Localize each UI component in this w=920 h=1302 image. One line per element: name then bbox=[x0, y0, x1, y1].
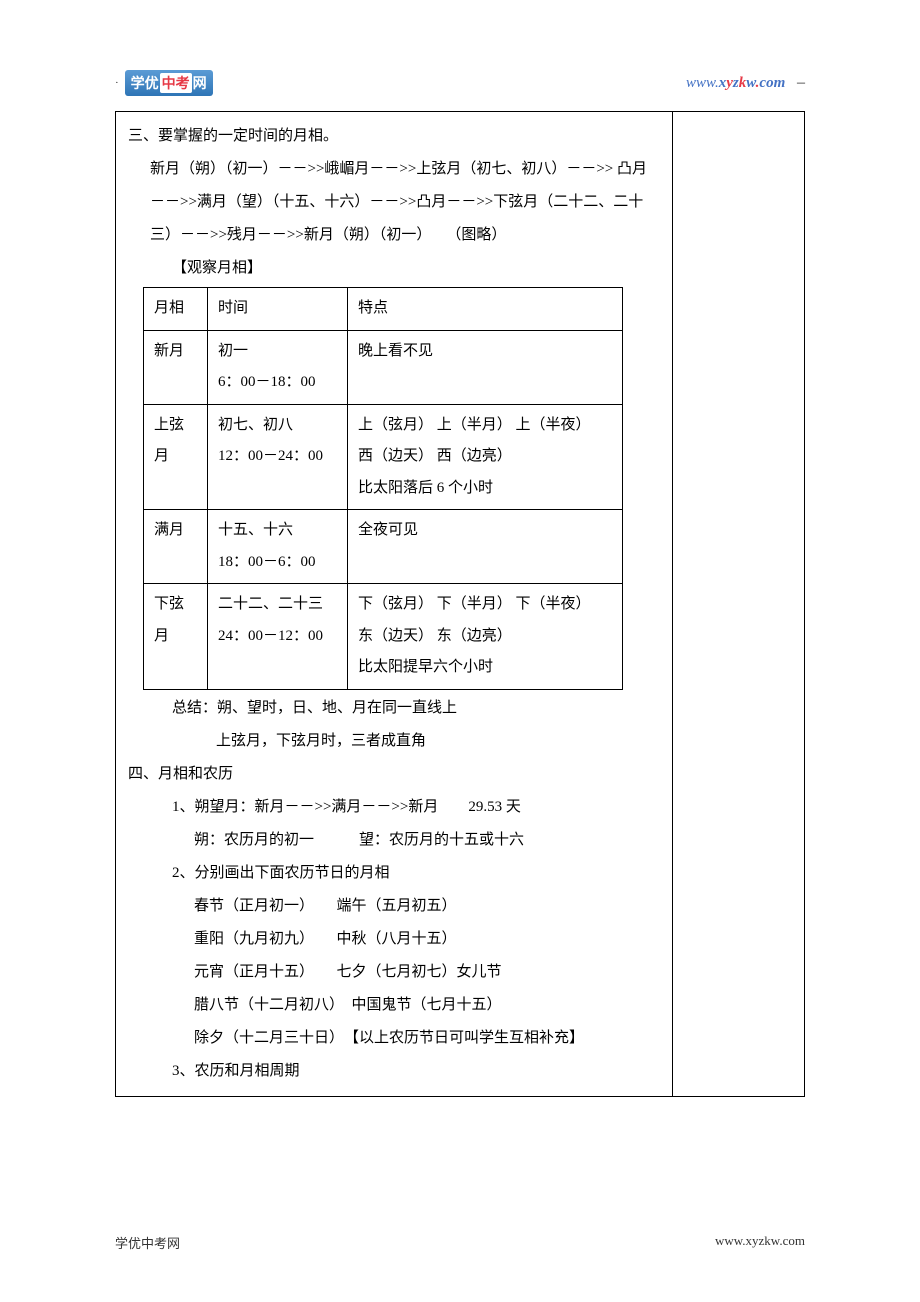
cell-time: 十五、十六 18：00－6：00 bbox=[208, 510, 348, 584]
cell-feature: 下（弦月） 下（半月） 下（半夜） 东（边天） 东（边亮） 比太阳提早六个小时 bbox=[348, 584, 623, 690]
content-column: 三、要掌握的一定时间的月相。 新月（朔）（初一）－－>>峨嵋月－－>>上弦月（初… bbox=[116, 112, 672, 1096]
cell-phase: 满月 bbox=[144, 510, 208, 584]
table-header-row: 月相 时间 特点 bbox=[144, 288, 623, 331]
logo-prefix: 学优 bbox=[131, 73, 159, 93]
cell-feature: 上（弦月） 上（半月） 上（半夜） 西（边天） 西（边亮） 比太阳落后 6 个小… bbox=[348, 404, 623, 510]
header-dash-icon: – bbox=[797, 74, 805, 91]
url-y: y bbox=[726, 75, 733, 91]
observe-title: 【观察月相】 bbox=[128, 252, 660, 285]
cell-feature: 全夜可见 bbox=[348, 510, 623, 584]
footer-left: 学优中考网 bbox=[115, 1233, 180, 1252]
logo-suffix: 网 bbox=[193, 73, 207, 93]
festival-line-1: 春节（正月初一） 端午（五月初五） bbox=[128, 890, 660, 923]
logo-middle: 中考 bbox=[160, 73, 192, 93]
page-container: · 学优 中考 网 www.xyzkw.com – 三、要掌握的一定时间的月相。… bbox=[0, 0, 920, 1147]
section4-title: 四、月相和农历 bbox=[128, 758, 660, 791]
item-4-1-sub: 朔：农历月的初一 望：农历月的十五或十六 bbox=[128, 824, 660, 857]
table-row: 下弦月 二十二、二十三 24：00－12：00 下（弦月） 下（半月） 下（半夜… bbox=[144, 584, 623, 690]
logo-bullet: · bbox=[115, 77, 119, 89]
festival-line-3: 元宵（正月十五） 七夕（七月初七）女儿节 bbox=[128, 956, 660, 989]
footer-right: www.xyzkw.com bbox=[715, 1233, 805, 1252]
cell-phase: 下弦月 bbox=[144, 584, 208, 690]
item-4-2: 2、分别画出下面农历节日的月相 bbox=[128, 857, 660, 890]
th-feature: 特点 bbox=[348, 288, 623, 331]
side-column bbox=[672, 112, 804, 1096]
main-content-frame: 三、要掌握的一定时间的月相。 新月（朔）（初一）－－>>峨嵋月－－>>上弦月（初… bbox=[115, 111, 805, 1097]
table-row: 新月 初一 6：00－18：00 晚上看不见 bbox=[144, 330, 623, 404]
th-time: 时间 bbox=[208, 288, 348, 331]
moon-phase-table: 月相 时间 特点 新月 初一 6：00－18：00 晚上看不见 上弦月 初七、初… bbox=[143, 287, 623, 690]
cell-time: 二十二、二十三 24：00－12：00 bbox=[208, 584, 348, 690]
festival-line-4: 腊八节（十二月初八） 中国鬼节（七月十五） bbox=[128, 989, 660, 1022]
cell-phase: 上弦月 bbox=[144, 404, 208, 510]
summary-line-2: 上弦月，下弦月时，三者成直角 bbox=[128, 725, 660, 758]
url-com: com bbox=[759, 75, 785, 91]
festival-line-5: 除夕（十二月三十日） 【以上农历节日可叫学生互相补充】 bbox=[128, 1022, 660, 1055]
cell-phase: 新月 bbox=[144, 330, 208, 404]
item-4-1: 1、朔望月：新月－－>>满月－－>>新月 29.53 天 bbox=[128, 791, 660, 824]
cell-time: 初一 6：00－18：00 bbox=[208, 330, 348, 404]
cell-time: 初七、初八 12：00－24：00 bbox=[208, 404, 348, 510]
header-url: www.xyzkw.com – bbox=[686, 74, 805, 92]
phase-sequence: 新月（朔）（初一）－－>>峨嵋月－－>>上弦月（初七、初八）－－>> 凸月－－>… bbox=[128, 153, 660, 252]
url-w2: w bbox=[746, 75, 755, 91]
table-row: 上弦月 初七、初八 12：00－24：00 上（弦月） 上（半月） 上（半夜） … bbox=[144, 404, 623, 510]
url-www: www. bbox=[686, 75, 719, 91]
logo-badge: · 学优 中考 网 bbox=[115, 70, 213, 96]
cell-feature: 晚上看不见 bbox=[348, 330, 623, 404]
table-row: 满月 十五、十六 18：00－6：00 全夜可见 bbox=[144, 510, 623, 584]
festival-line-2: 重阳（九月初九） 中秋（八月十五） bbox=[128, 923, 660, 956]
th-phase: 月相 bbox=[144, 288, 208, 331]
page-header: · 学优 中考 网 www.xyzkw.com – bbox=[115, 70, 805, 96]
summary-line-1: 总结：朔、望时，日、地、月在同一直线上 bbox=[128, 692, 660, 725]
page-footer: 学优中考网 www.xyzkw.com bbox=[115, 1233, 805, 1252]
item-4-3: 3、农历和月相周期 bbox=[128, 1055, 660, 1088]
logo-box: 学优 中考 网 bbox=[125, 70, 213, 96]
section3-title: 三、要掌握的一定时间的月相。 bbox=[128, 120, 660, 153]
